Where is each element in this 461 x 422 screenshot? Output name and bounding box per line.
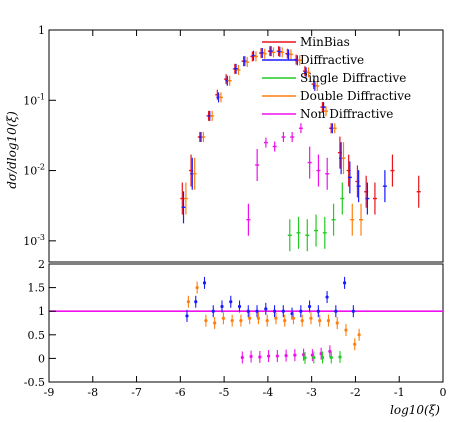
ratio-point — [325, 295, 329, 299]
ratio-point — [221, 316, 226, 320]
axes: -9 -8 -7 -6 -5 -4 -3 -2 -1 0 1 10-1 10-2 10-3 2 1.5 1 0.5… — [23, 24, 446, 399]
ratio-point — [211, 309, 215, 313]
ratio-plot-area — [49, 276, 443, 364]
ratio-point — [302, 353, 306, 357]
ratio-point — [320, 355, 325, 360]
ratio-point — [186, 300, 190, 304]
ratio-point — [300, 319, 304, 323]
ratio-point — [342, 281, 347, 285]
ratio-point — [258, 355, 262, 359]
ratio-point — [272, 309, 277, 313]
ratio-point — [329, 355, 333, 360]
ratio-point — [319, 352, 323, 356]
ratio-point — [255, 309, 259, 313]
ratio-point — [312, 355, 316, 360]
legend-label: Double Diffractive — [300, 89, 411, 103]
ratio-point — [275, 354, 279, 358]
ratio-point — [344, 328, 348, 332]
ratio-point — [334, 309, 338, 313]
ratio-panel-frame — [48, 263, 444, 383]
ratio-point — [328, 349, 332, 353]
y-tick-label: 1 — [38, 24, 45, 37]
ratio-y-tick-label: 0 — [38, 352, 45, 365]
x-tick-label: -6 — [175, 386, 186, 399]
main-panel-frame — [48, 29, 444, 263]
ratio-point — [310, 353, 314, 357]
ratio-point — [202, 281, 207, 285]
y-tick-label: 10-1 — [23, 92, 45, 107]
ratio-point — [309, 316, 313, 320]
ratio-point — [264, 307, 268, 311]
ratio-y-tick-label: 1.5 — [28, 282, 46, 295]
ratio-point — [290, 311, 294, 316]
ratio-point — [293, 353, 297, 357]
x-tick-label: -9 — [44, 386, 55, 399]
ratio-point — [248, 316, 252, 320]
ratio-point — [239, 319, 243, 323]
x-tick-label: -2 — [350, 386, 361, 399]
legend-label: MinBias — [300, 35, 350, 49]
x-tick-label: -5 — [219, 386, 230, 399]
ratio-y-tick-label: -0.5 — [24, 376, 45, 389]
ratio-point — [353, 342, 357, 346]
legend-label: Non Diffractive — [300, 107, 393, 121]
ratio-point — [195, 286, 199, 290]
ratio-point — [229, 300, 233, 304]
ratio-point — [266, 354, 271, 358]
ratio-point — [281, 309, 285, 313]
ratio-point — [185, 314, 189, 318]
ratio-point — [256, 316, 261, 320]
y-tick-label: 10-2 — [23, 163, 45, 178]
ratio-point — [357, 333, 361, 337]
main-plot-area — [180, 46, 421, 252]
y-tick-label: 10-3 — [23, 233, 45, 248]
legend: MinBias Diffractive Single Diffractive Doub… — [262, 35, 411, 121]
ratio-point — [194, 300, 198, 304]
ratio-point — [220, 304, 224, 309]
legend-label: Diffractive — [300, 53, 364, 67]
ratio-y-tick-label: 1 — [38, 305, 45, 318]
ratio-y-tick-label: 0.5 — [28, 329, 46, 342]
ratio-point — [316, 309, 320, 313]
ratio-point — [291, 316, 296, 320]
x-tick-label: 0 — [440, 386, 447, 399]
x-tick-label: -7 — [131, 386, 142, 399]
x-tick-label: -4 — [263, 386, 274, 399]
y-axis-title: dσ/dlog10(ξ) — [5, 111, 19, 189]
ratio-point — [307, 304, 312, 309]
ratio-point — [237, 304, 242, 309]
ratio-point — [303, 356, 307, 360]
ratio-point — [284, 353, 288, 358]
ratio-point — [246, 309, 250, 313]
ratio-point — [274, 316, 278, 320]
ratio-point — [204, 319, 208, 323]
ratio-point — [249, 354, 253, 359]
x-axis-title: log10(ξ) — [390, 403, 440, 417]
ratio-point — [335, 321, 339, 325]
ratio-point — [326, 319, 331, 323]
ratio-point — [299, 309, 303, 313]
legend-label: Single Diffractive — [300, 71, 406, 85]
x-tick-label: -8 — [87, 386, 98, 399]
ratio-point — [230, 319, 234, 323]
ratio-y-tick-label: 2 — [38, 258, 45, 271]
ratio-point — [213, 321, 217, 325]
ratio-point — [283, 319, 287, 323]
ratio-point — [240, 355, 244, 360]
ratio-point — [265, 319, 269, 323]
ratio-point — [338, 355, 342, 359]
x-tick-label: -3 — [306, 386, 317, 399]
x-tick-label: -1 — [394, 386, 405, 399]
ratio-point — [318, 319, 322, 323]
ratio-point — [351, 309, 355, 313]
